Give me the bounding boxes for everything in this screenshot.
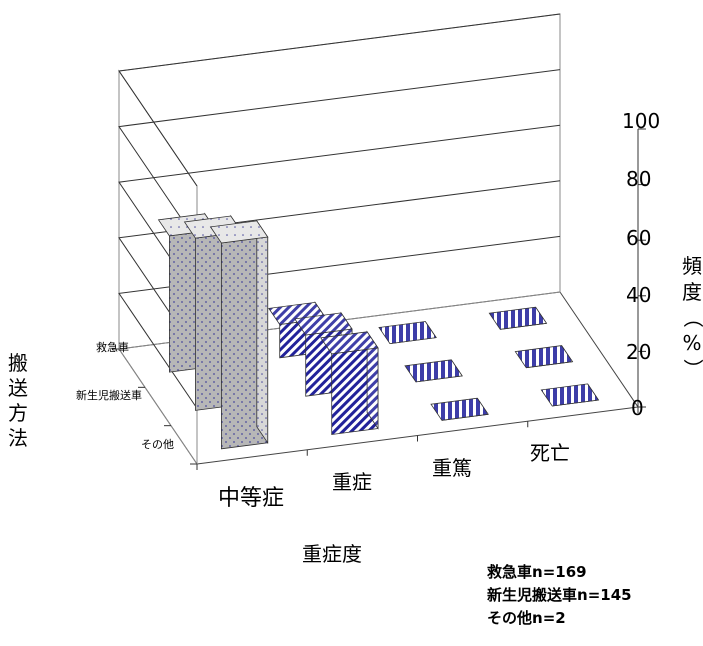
- x-tick-label: 重症: [332, 470, 372, 494]
- z-tick-label: 0: [631, 396, 644, 420]
- z-axis-title: 頻 度 （ % ）: [680, 254, 703, 382]
- y-axis-title-char: 方: [8, 401, 28, 425]
- bar-side: [256, 219, 269, 445]
- x-tick-label: 中等症: [218, 486, 285, 511]
- y-tick-label: 救急車: [96, 341, 129, 354]
- bar-top: [488, 306, 548, 330]
- legend-count: n=169: [532, 563, 587, 581]
- z-axis-title-char: 頻: [682, 254, 702, 278]
- z-axis-title-char: ）: [680, 359, 703, 380]
- x-tick-label: 重篤: [432, 456, 472, 480]
- legend-label: 救急車: [487, 563, 533, 581]
- z-axis-title-char: （: [680, 307, 703, 328]
- gridline: [118, 13, 561, 187]
- z-tick-label: 40: [626, 283, 652, 307]
- bar-top: [378, 321, 437, 345]
- legend-entry: その他n=2: [487, 607, 632, 630]
- x-tick-label: 死亡: [530, 441, 570, 465]
- z-axis-title-char: 度: [682, 279, 702, 304]
- y-tick-label: その他: [141, 438, 174, 451]
- y-axis-title-char: 搬: [8, 351, 28, 375]
- y-axis-title-char: 法: [8, 426, 28, 450]
- gridline: [118, 69, 561, 242]
- legend-count: n=145: [577, 586, 632, 604]
- z-tick-label: 20: [626, 340, 652, 364]
- bar-top: [514, 345, 574, 369]
- bar-top: [294, 312, 353, 336]
- legend-entry: 新生児搬送車n=145: [487, 584, 632, 607]
- x-axis-title: 重症度: [302, 542, 362, 566]
- y-axis-title-char: 送: [8, 376, 28, 400]
- bar-top: [209, 220, 269, 244]
- y-axis-title: 搬 送 方 法: [6, 351, 30, 451]
- legend-label: その他: [487, 609, 533, 627]
- bar-top: [404, 359, 463, 383]
- legend-count: n=2: [532, 609, 566, 627]
- z-tick-label: 60: [626, 226, 652, 250]
- z-tick-label: 100: [622, 109, 661, 133]
- y-tick-label: 新生児搬送車: [76, 389, 142, 402]
- z-tick-label: 80: [626, 167, 652, 191]
- bar-top: [320, 331, 379, 355]
- legend: 救急車n=169 新生児搬送車n=145 その他n=2: [487, 561, 632, 630]
- legend-entry: 救急車n=169: [487, 561, 632, 584]
- legend-label: 新生児搬送車: [487, 586, 578, 604]
- z-axis-title-char: %: [682, 330, 702, 355]
- bar-top: [430, 397, 489, 421]
- bar-top: [540, 383, 600, 407]
